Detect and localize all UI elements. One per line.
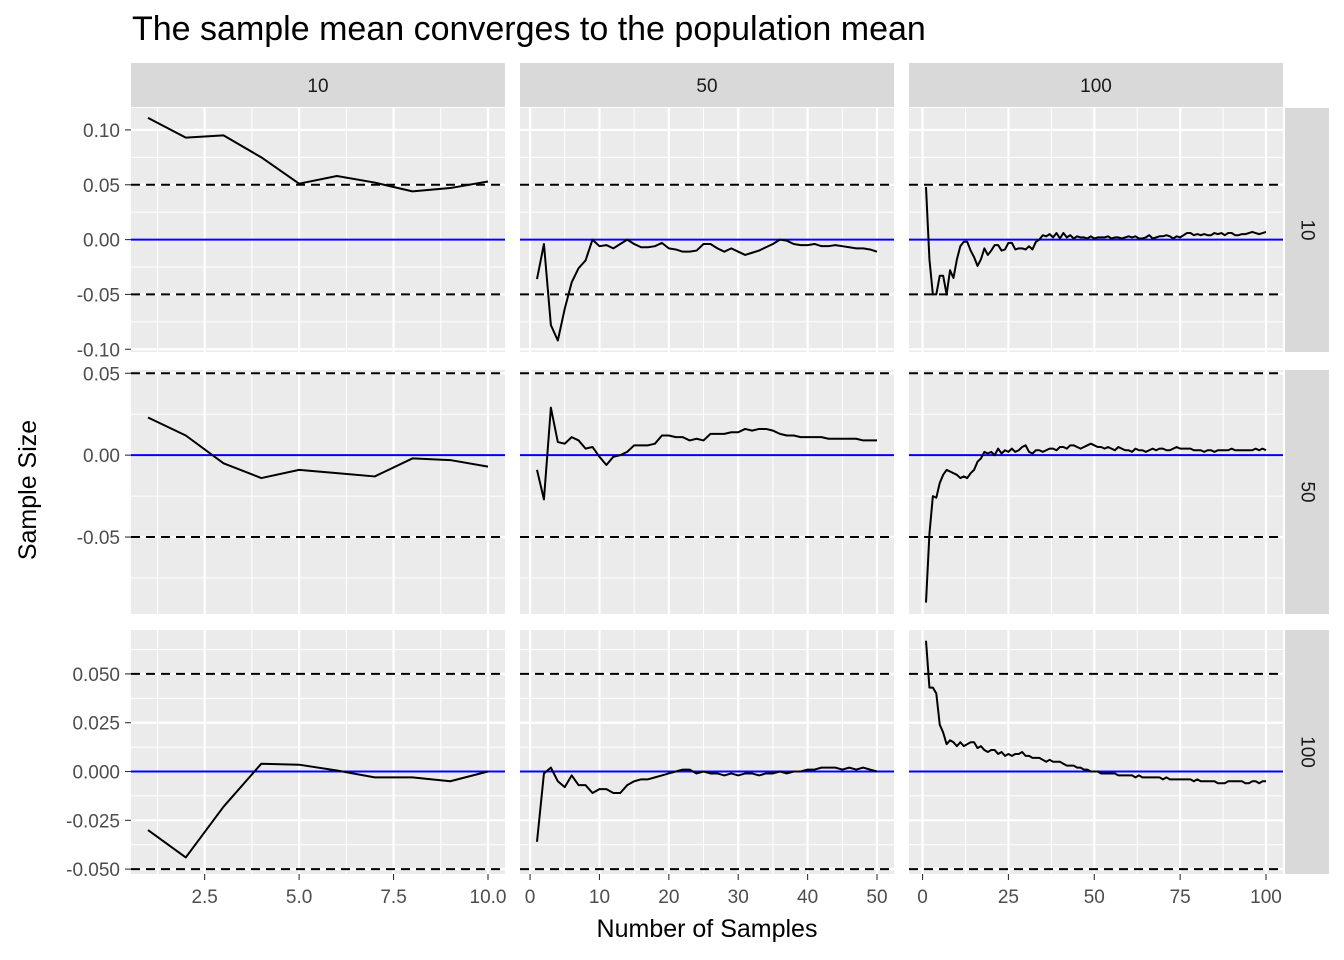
col-strip xyxy=(131,63,505,107)
panel-background xyxy=(520,108,894,352)
x-tick-label: 30 xyxy=(728,887,749,908)
x-axis-title: Number of Samples xyxy=(597,915,818,943)
x-tick-label: 7.5 xyxy=(380,887,406,908)
y-tick-label: 0.00 xyxy=(83,231,120,252)
panel-background xyxy=(131,370,505,614)
sample-mean-line xyxy=(147,116,489,193)
x-tick-label: 2.5 xyxy=(191,887,217,908)
gridlines xyxy=(131,630,505,874)
y-tick-label: 0.000 xyxy=(72,763,120,784)
panel-50-10 xyxy=(131,370,505,614)
sample-mean-line xyxy=(536,406,877,501)
row-strip-label: 10 xyxy=(1297,219,1318,240)
panel-background xyxy=(909,108,1283,352)
x-tick-label: 0 xyxy=(525,887,536,908)
y-tick-label: 0.05 xyxy=(83,176,120,197)
y-tick-label: -0.05 xyxy=(77,528,120,549)
x-tick-label: 50 xyxy=(1084,887,1105,908)
y-tick-label: 0.050 xyxy=(72,665,120,686)
gridlines xyxy=(131,108,505,352)
panel-10-100 xyxy=(909,108,1283,352)
y-tick-label: -0.05 xyxy=(77,285,120,306)
sample-mean-line xyxy=(925,442,1267,603)
gridlines xyxy=(520,370,894,614)
y-tick-label: 0.10 xyxy=(83,121,120,142)
sample-mean-line xyxy=(536,238,878,342)
gridlines xyxy=(909,630,1283,874)
y-tick-label: -0.10 xyxy=(77,340,120,361)
sample-mean-line xyxy=(925,640,1266,785)
col-strip xyxy=(520,63,894,107)
sample-mean-line xyxy=(147,416,489,480)
x-tick-label: 0 xyxy=(917,887,928,908)
x-tick-label: 10 xyxy=(589,887,610,908)
y-tick-label: -0.025 xyxy=(66,811,120,832)
col-strip-label: 10 xyxy=(307,76,328,97)
col-strip-label: 50 xyxy=(696,76,717,97)
gridlines xyxy=(520,108,894,352)
x-tick-label: 25 xyxy=(998,887,1019,908)
chart-title: The sample mean converges to the populat… xyxy=(132,10,926,48)
y-tick-label: 0.00 xyxy=(83,446,120,467)
x-tick-label: 50 xyxy=(866,887,887,908)
x-tick-label: 100 xyxy=(1250,887,1282,908)
panel-100-10 xyxy=(131,630,505,874)
sample-mean-line xyxy=(925,186,1267,296)
panel-background xyxy=(131,630,505,874)
x-tick-label: 40 xyxy=(797,887,818,908)
y-tick-label: 0.05 xyxy=(83,364,120,385)
panel-50-50 xyxy=(520,370,894,614)
x-tick-label: 10.0 xyxy=(470,887,507,908)
panel-background xyxy=(131,108,505,352)
row-strip-label: 100 xyxy=(1297,736,1318,768)
panel-background xyxy=(909,370,1283,614)
row-strip-label: 50 xyxy=(1297,481,1318,502)
sample-mean-line xyxy=(536,766,878,842)
panel-10-10 xyxy=(131,108,505,352)
col-strip xyxy=(909,63,1283,107)
gridlines xyxy=(131,370,505,614)
panel-background xyxy=(909,630,1283,874)
row-strip xyxy=(1285,630,1329,874)
row-strip xyxy=(1285,108,1329,352)
y-tick-label: 0.025 xyxy=(72,714,120,735)
gridlines xyxy=(909,370,1283,614)
y-tick-label: -0.050 xyxy=(66,860,120,881)
panel-10-50 xyxy=(520,108,894,352)
x-tick-label: 5.0 xyxy=(286,887,312,908)
y-axis-title: Sample Size xyxy=(14,420,42,560)
x-tick-label: 75 xyxy=(1170,887,1191,908)
gridlines xyxy=(520,630,894,874)
col-strip-label: 100 xyxy=(1080,76,1112,97)
gridlines xyxy=(909,108,1283,352)
panel-background xyxy=(520,630,894,874)
panel-50-100 xyxy=(909,370,1283,614)
panel-100-50 xyxy=(520,630,894,874)
facet-panels: 10 50 10010501000.100.050.00-0.05-0.100.05… xyxy=(66,63,1329,908)
panel-100-100 xyxy=(909,630,1283,874)
row-strip xyxy=(1285,370,1329,614)
sample-mean-line xyxy=(147,762,489,859)
panel-background xyxy=(520,370,894,614)
x-tick-label: 20 xyxy=(658,887,679,908)
